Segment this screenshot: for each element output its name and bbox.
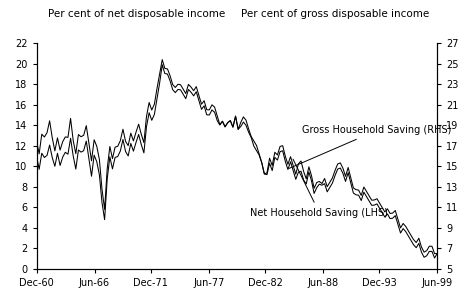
Text: Per cent of gross disposable income: Per cent of gross disposable income xyxy=(240,9,428,19)
Text: Per cent of net disposable income: Per cent of net disposable income xyxy=(48,9,225,19)
Text: Net Household Saving (LHS): Net Household Saving (LHS) xyxy=(250,159,387,218)
Text: Gross Household Saving (RHS): Gross Household Saving (RHS) xyxy=(288,125,451,168)
